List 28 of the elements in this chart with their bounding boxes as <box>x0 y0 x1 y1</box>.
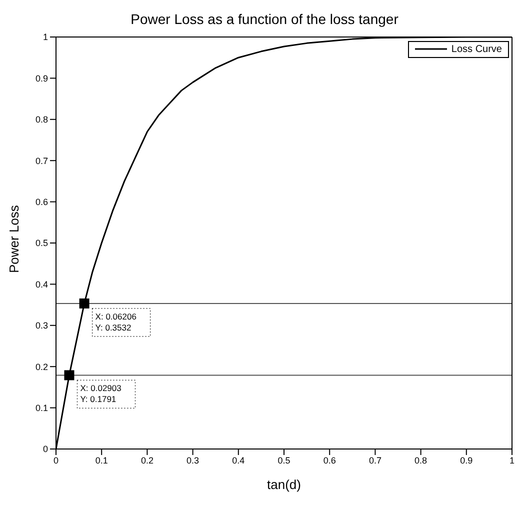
x-tick-label: 0.7 <box>368 455 382 466</box>
y-tick-label: 0.6 <box>35 196 48 207</box>
y-tick-label: 0.8 <box>35 114 48 125</box>
y-tick-label: 0.3 <box>35 320 48 331</box>
y-tick-label: 0.9 <box>35 73 48 84</box>
y-axis-title: Power Loss <box>6 204 22 273</box>
legend-label: Loss Curve <box>451 44 502 54</box>
chart-title: Power Loss as a function of the loss tanger <box>130 10 400 29</box>
x-tick-label: 0.2 <box>140 455 154 466</box>
x-tick-label: 0.5 <box>278 455 290 466</box>
y-tick-label: 0.1 <box>35 402 48 413</box>
y-tick-label: 0.4 <box>35 279 48 290</box>
annotation: X: 0.02903 Y: 0.1791 <box>80 383 122 404</box>
x-tick-label: 0.3 <box>186 455 200 466</box>
x-tick-label: 0.8 <box>414 455 428 466</box>
y-tick-label: 1 <box>42 32 48 42</box>
x-tick-label: 0.4 <box>232 455 245 466</box>
y-tick-label: 0.5 <box>35 238 48 248</box>
annotation: X: 0.06206 Y: 0.3532 <box>95 311 137 332</box>
y-tick-label: 0 <box>42 444 48 454</box>
x-tick-label: 1 <box>509 455 515 466</box>
y-tick-label: 0.7 <box>35 156 48 166</box>
x-tick-label: 0.6 <box>323 455 336 466</box>
x-tick-label: 0.9 <box>460 455 473 466</box>
x-tick-label: 0 <box>53 455 59 466</box>
y-tick-label: 0.2 <box>35 362 48 372</box>
x-axis-title: tan(d) <box>267 477 301 492</box>
x-tick-label: 0.1 <box>95 455 108 466</box>
